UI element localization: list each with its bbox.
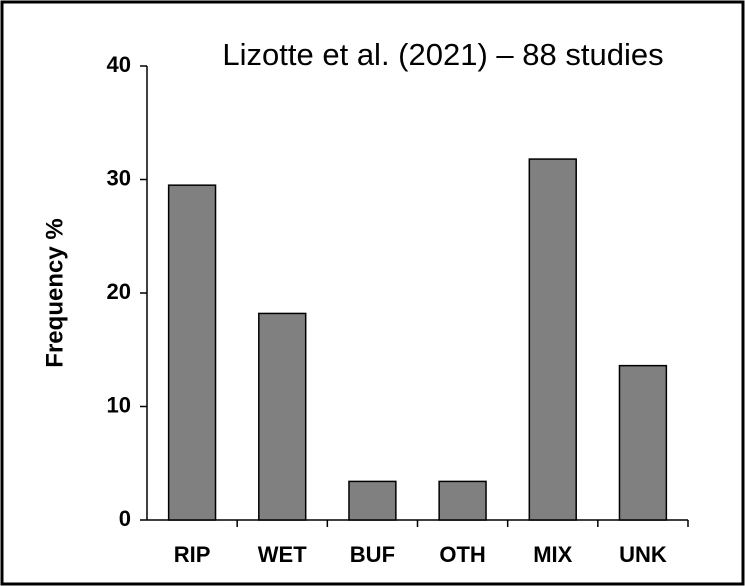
x-tick-label: BUF [350, 542, 395, 567]
y-tick-label: 0 [119, 506, 131, 531]
bar [348, 480, 397, 521]
bar [167, 184, 217, 521]
y-axis-label: Frequency % [41, 218, 68, 367]
y-tick-label: 20 [107, 279, 131, 304]
x-tick-label: UNK [619, 542, 667, 567]
x-tick-label: MIX [533, 542, 572, 567]
bar [258, 312, 307, 521]
bar [438, 480, 487, 521]
chart-title: Lizotte et al. (2021) – 88 studies [222, 37, 663, 72]
y-tick-label: 30 [107, 165, 131, 190]
x-tick-label: WET [258, 542, 307, 567]
bar [618, 364, 668, 521]
y-tick-label: 10 [107, 392, 131, 417]
bar [528, 158, 577, 521]
y-tick-label: 40 [107, 52, 131, 77]
x-tick-label: RIP [174, 542, 211, 567]
x-tick-label: OTH [439, 542, 485, 567]
